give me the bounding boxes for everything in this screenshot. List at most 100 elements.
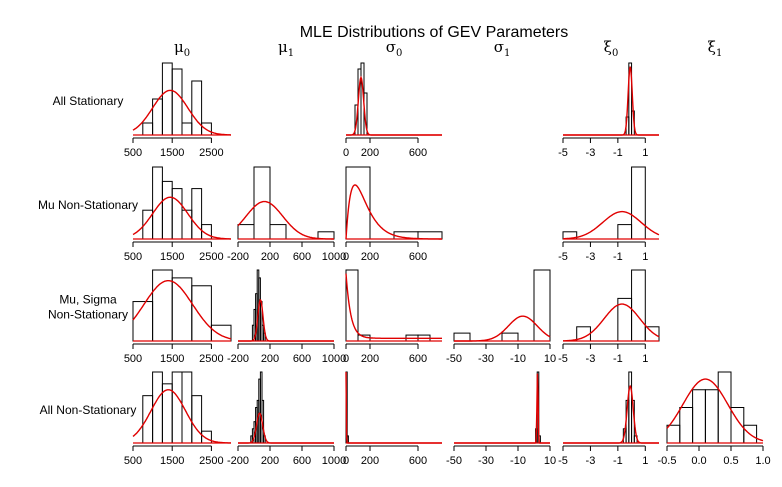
tick-label: 600 xyxy=(409,455,427,467)
tick-label: 1500 xyxy=(160,147,184,159)
hist-bar xyxy=(631,166,646,240)
density-curve xyxy=(563,66,659,136)
row-labels: All Stationary Mu Non-Stationary Mu, Sigma… xyxy=(38,94,138,417)
panel-r3-sigma0: 0 200 600 xyxy=(343,371,442,467)
panel-r0-mu0: 500 1500 2500 xyxy=(124,62,231,159)
tick-label: -5 xyxy=(558,353,568,365)
tick-label: -5 xyxy=(558,251,568,263)
x-axis: -50 -30 -10 10 xyxy=(446,343,556,365)
tick-label: 2500 xyxy=(199,147,223,159)
density-curve xyxy=(132,389,231,444)
tick-label: 10 xyxy=(544,455,556,467)
hist-bar xyxy=(161,180,173,240)
hist-bar xyxy=(161,62,173,136)
hist-bar xyxy=(191,285,212,342)
panel-r2-mu1: -200 200 600 1000 xyxy=(227,269,346,365)
tick-label: 1 xyxy=(642,251,648,263)
tick-label: 500 xyxy=(124,251,142,263)
tick-label: 600 xyxy=(409,251,427,263)
density-curve xyxy=(562,210,660,240)
tick-label: 600 xyxy=(293,251,311,263)
hist-bar xyxy=(644,326,660,342)
tick-label: 1.0 xyxy=(755,455,770,467)
tick-label: 0 xyxy=(343,353,349,365)
x-axis: -200 200 600 1000 xyxy=(227,241,346,263)
hist-bar xyxy=(317,231,335,240)
tick-label: 500 xyxy=(124,455,142,467)
panel-r3-sigma1: -50 -30 -10 10 xyxy=(446,371,556,467)
tick-label: 200 xyxy=(261,455,279,467)
tick-label: 1500 xyxy=(160,455,184,467)
row-label-3-line-0: All Non-Stationary xyxy=(40,403,137,417)
tick-label: 1500 xyxy=(160,353,184,365)
panel-r1-mu0: 500 1500 2500 xyxy=(124,166,231,263)
row-label-2-line-1: Non-Stationary xyxy=(48,308,128,322)
tick-label: 200 xyxy=(361,147,379,159)
tick-label: 500 xyxy=(124,147,142,159)
x-axis: -0.5 0.0 0.5 1.0 xyxy=(658,445,771,467)
x-axis: -5 -3 -1 1 xyxy=(558,445,648,467)
density-curve xyxy=(345,273,442,339)
panel-r3-mu1: -200 200 600 1000 xyxy=(227,371,346,467)
tick-label: -30 xyxy=(478,353,494,365)
hist-bar xyxy=(171,68,183,136)
tick-label: 10 xyxy=(544,353,556,365)
tick-label: 1 xyxy=(642,455,648,467)
tick-label: -200 xyxy=(227,251,249,263)
density-curve xyxy=(563,303,660,342)
hist-bar xyxy=(501,332,519,342)
tick-label: 0.0 xyxy=(691,455,706,467)
density-curve xyxy=(132,89,231,136)
tick-label: -1 xyxy=(613,353,623,365)
hist-bar xyxy=(237,224,255,240)
panel-r2-xi0: -5 -3 -1 1 xyxy=(558,269,660,365)
tick-label: -10 xyxy=(510,455,526,467)
hist-bar xyxy=(692,389,706,444)
tick-label: 0 xyxy=(343,147,349,159)
hist-bar xyxy=(453,332,471,342)
tick-label: 1 xyxy=(642,147,648,159)
hist-bar xyxy=(132,301,154,342)
density-curve xyxy=(132,280,232,340)
hist-bar xyxy=(269,224,287,240)
tick-label: 1000 xyxy=(322,455,346,467)
panel-r2-mu0: 500 1500 2500 xyxy=(124,269,232,365)
x-axis: -5 -3 -1 1 xyxy=(558,343,648,365)
tick-label: -1 xyxy=(613,455,623,467)
tick-label: -5 xyxy=(558,455,568,467)
density-curve xyxy=(563,384,659,444)
tick-label: -3 xyxy=(586,455,596,467)
panel-r3-xi1: -0.5 0.0 0.5 1.0 xyxy=(658,371,771,467)
column-label-mu0: μ0 xyxy=(174,38,190,59)
tick-label: -3 xyxy=(586,251,596,263)
column-label-sigma0: σ0 xyxy=(386,38,403,59)
panel-r0-sigma0: 0 200 600 xyxy=(343,62,442,159)
x-axis: -200 200 600 1000 xyxy=(227,343,346,365)
hist-bar xyxy=(417,231,443,240)
tick-label: -5 xyxy=(558,147,568,159)
panels: 500 1500 2500 0 200 600 -5 -3 -1 1500 1500 2500 -200… xyxy=(124,62,771,467)
x-axis: 500 1500 2500 xyxy=(124,241,224,263)
hist-bar xyxy=(191,188,203,240)
tick-label: -50 xyxy=(446,455,462,467)
density-curve xyxy=(666,378,764,442)
row-label-0-line-0: All Stationary xyxy=(53,94,124,108)
tick-label: 600 xyxy=(293,455,311,467)
panel-r2-sigma0: 0 200 600 xyxy=(343,269,442,365)
tick-label: 200 xyxy=(361,353,379,365)
panel-r1-sigma0: 0 200 600 xyxy=(343,166,443,263)
x-axis: 0 200 600 xyxy=(343,445,427,467)
tick-label: 500 xyxy=(124,353,142,365)
x-axis: 500 1500 2500 xyxy=(124,137,224,159)
tick-label: 600 xyxy=(409,353,427,365)
tick-label: -3 xyxy=(586,147,596,159)
tick-label: 2500 xyxy=(199,251,223,263)
tick-label: -1 xyxy=(613,147,623,159)
column-labels: μ0 μ1 σ0 σ1 ξ0 ξ1 xyxy=(174,38,722,59)
hist-bar xyxy=(152,371,163,444)
hist-bar xyxy=(142,122,154,136)
tick-label: 200 xyxy=(261,353,279,365)
row-label-2-line-0: Mu, Sigma xyxy=(59,293,117,307)
x-axis: 500 1500 2500 xyxy=(124,343,224,365)
